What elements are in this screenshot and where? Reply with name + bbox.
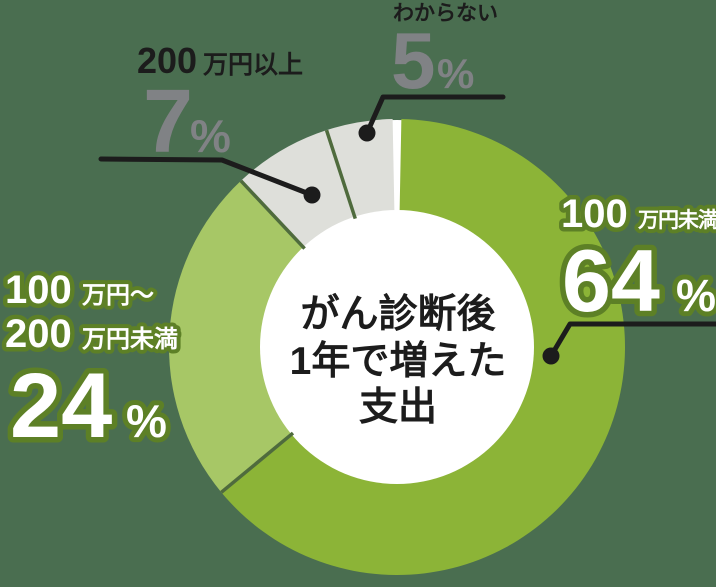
callout-wakaranai-unit: % xyxy=(437,50,474,97)
callout-under-100-suffix: 万円未満 xyxy=(637,209,716,232)
callout-over-200-suffix: 万円以上 xyxy=(203,51,303,79)
slice-separator xyxy=(220,431,295,494)
callout-under-100-amount: 100 xyxy=(561,192,628,236)
slice-separator xyxy=(324,129,357,220)
leader-line-under-100 xyxy=(548,321,716,359)
slice-separators xyxy=(220,129,357,494)
callout-under-100-value: 64 xyxy=(562,231,660,330)
callout-between-100-200-line1-suffix: 万円〜 xyxy=(82,282,154,309)
callout-wakaranai-value: 5 xyxy=(391,16,436,105)
leader-dot-wakaranai xyxy=(358,124,376,142)
callout-between-100-200-line2-amount: 200 xyxy=(5,312,72,356)
chart-title: がん診断後 1年で増えた 支出 xyxy=(290,293,507,429)
callout-over-200-unit: % xyxy=(190,110,231,162)
callout-over-200-value: 7 xyxy=(143,72,193,172)
callout-between-100-200-line1-amount: 100 xyxy=(5,268,72,312)
leader-line-over-200 xyxy=(98,156,315,198)
callout-wakaranai-name: わからない xyxy=(393,2,498,25)
callout-over-200-amount: 200 xyxy=(137,40,197,81)
leader-line-wakaranai xyxy=(364,94,506,136)
callout-under-100-unit: % xyxy=(676,270,716,321)
callout-between-100-200-unit: % xyxy=(126,395,167,447)
chart-title-line3: 支出 xyxy=(359,386,437,429)
chart-title-line1: がん診断後 xyxy=(300,293,496,336)
leader-dot-under-100 xyxy=(542,347,560,365)
callout-between-100-200-line2-suffix: 万円未満 xyxy=(82,326,178,353)
leader-lines xyxy=(98,94,716,365)
slice-separator xyxy=(239,179,306,250)
leader-dot-over-200 xyxy=(303,186,321,204)
chart-title-line2: 1年で増えた xyxy=(290,340,507,383)
callout-between-100-200-value: 24 xyxy=(10,355,112,457)
donut-hole xyxy=(260,210,534,484)
